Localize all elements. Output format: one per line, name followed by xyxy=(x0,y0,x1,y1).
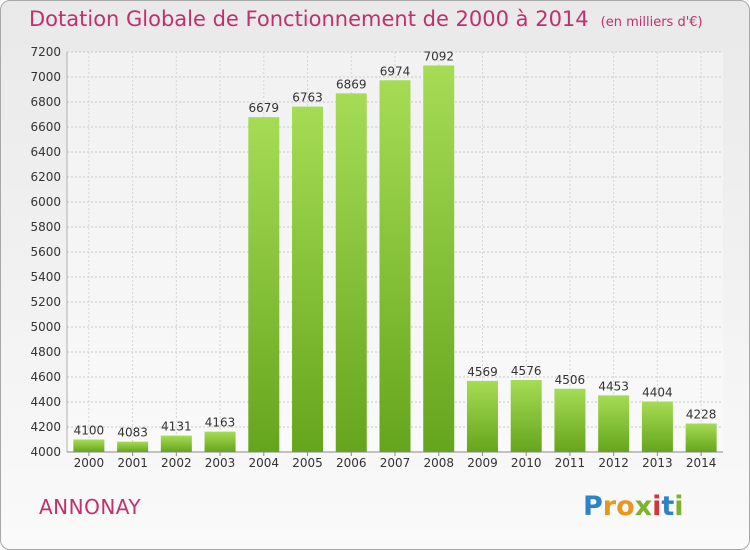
bar xyxy=(598,395,630,452)
bar xyxy=(204,431,236,452)
y-tick-label: 6400 xyxy=(30,145,61,159)
bar xyxy=(423,65,455,452)
chart-unit: (en milliers d'€) xyxy=(600,15,703,30)
logo-letter: r xyxy=(602,491,617,522)
bar xyxy=(248,117,280,452)
bar xyxy=(160,435,192,452)
x-tick-label: 2008 xyxy=(423,456,454,470)
commune-name: ANNONAY xyxy=(39,495,142,519)
proxiti-logo[interactable]: Proxiti xyxy=(583,491,684,522)
chart-title: Dotation Globale de Fonctionnement de 20… xyxy=(29,7,589,31)
data-label: 4506 xyxy=(555,373,586,387)
y-tick-label: 4800 xyxy=(30,345,61,359)
x-tick-label: 2010 xyxy=(511,456,542,470)
bar xyxy=(379,80,411,452)
x-tick-label: 2007 xyxy=(380,456,411,470)
data-label: 4576 xyxy=(511,364,542,378)
y-tick-label: 6000 xyxy=(30,195,61,209)
data-label: 4228 xyxy=(686,408,717,422)
bar xyxy=(292,106,324,452)
y-tick-label: 5600 xyxy=(30,245,61,259)
bar xyxy=(335,93,367,452)
bar xyxy=(641,401,673,452)
bar xyxy=(685,423,717,452)
y-tick-label: 5800 xyxy=(30,220,61,234)
y-tick-label: 5000 xyxy=(30,320,61,334)
data-label: 6869 xyxy=(336,77,367,91)
y-tick-label: 4600 xyxy=(30,370,61,384)
bar xyxy=(466,380,498,452)
data-label: 6974 xyxy=(380,64,411,78)
x-tick-label: 2002 xyxy=(161,456,192,470)
logo-letter: i xyxy=(674,491,684,522)
y-tick-label: 4000 xyxy=(30,445,61,459)
y-tick-label: 4200 xyxy=(30,420,61,434)
bar xyxy=(554,388,586,452)
y-tick-label: 6600 xyxy=(30,120,61,134)
chart-title-block: Dotation Globale de Fonctionnement de 20… xyxy=(29,7,703,31)
data-label: 4163 xyxy=(205,416,236,430)
logo-letter: P xyxy=(583,491,603,522)
x-tick-label: 2000 xyxy=(74,456,105,470)
data-label: 4131 xyxy=(161,420,192,434)
data-label: 4083 xyxy=(117,426,148,440)
data-label: 4100 xyxy=(74,424,105,438)
bar xyxy=(73,439,105,452)
x-tick-label: 2012 xyxy=(598,456,629,470)
y-tick-label: 4400 xyxy=(30,395,61,409)
x-tick-label: 2001 xyxy=(117,456,148,470)
x-tick-label: 2003 xyxy=(205,456,236,470)
y-tick-label: 7000 xyxy=(30,70,61,84)
data-label: 7092 xyxy=(423,50,454,64)
x-tick-label: 2013 xyxy=(642,456,673,470)
x-tick-label: 2006 xyxy=(336,456,367,470)
logo-letter: t xyxy=(661,491,675,522)
x-tick-label: 2005 xyxy=(292,456,323,470)
y-tick-label: 7200 xyxy=(30,45,61,59)
logo-letter: i xyxy=(652,491,662,522)
x-tick-label: 2014 xyxy=(686,456,717,470)
logo-letter: x xyxy=(634,491,653,522)
x-tick-label: 2011 xyxy=(555,456,586,470)
y-tick-label: 6200 xyxy=(30,170,61,184)
bar xyxy=(117,441,149,452)
x-tick-label: 2004 xyxy=(249,456,280,470)
bar xyxy=(510,380,542,452)
y-tick-label: 5200 xyxy=(30,295,61,309)
x-tick-label: 2009 xyxy=(467,456,498,470)
data-label: 4453 xyxy=(598,379,629,393)
logo-letter: o xyxy=(616,491,635,522)
data-label: 6679 xyxy=(249,101,280,115)
y-tick-label: 5400 xyxy=(30,270,61,284)
data-label: 4404 xyxy=(642,386,673,400)
data-label: 6763 xyxy=(292,91,323,105)
data-label: 4569 xyxy=(467,365,498,379)
y-tick-label: 6800 xyxy=(30,95,61,109)
